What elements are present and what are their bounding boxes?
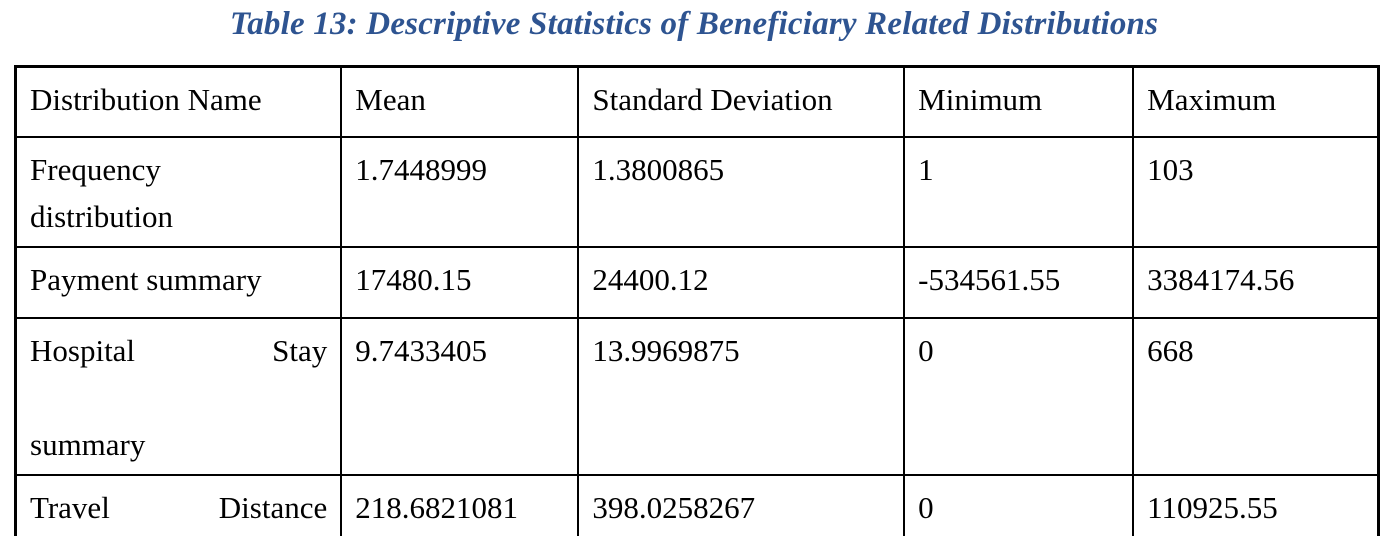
column-header-minimum: Minimum xyxy=(903,65,1135,138)
cell-standard-deviation: 24400.12 xyxy=(577,245,906,319)
cell-maximum: 103 xyxy=(1132,135,1380,248)
cell-maximum: 3384174.56 xyxy=(1132,245,1380,319)
cell-minimum: 0 xyxy=(903,474,1135,536)
cell-minimum: 0 xyxy=(903,316,1135,477)
cell-standard-deviation: 1.3800865 xyxy=(577,135,906,248)
cell-mean: 9.7433405 xyxy=(340,316,580,477)
cell-standard-deviation: 398.0258267 xyxy=(577,474,906,536)
name-line-2: summary xyxy=(30,426,146,462)
cell-minimum: -534561.55 xyxy=(903,245,1135,319)
name-line-1: Hospital Stay xyxy=(30,332,328,368)
cell-minimum: 1 xyxy=(903,135,1135,248)
table-row-hospital-stay-summary: Hospital Stay summary 9.7433405 13.99698… xyxy=(14,316,1380,477)
name-line-1: Payment summary xyxy=(30,261,262,297)
cell-distribution-name: Hospital Stay summary xyxy=(14,316,343,477)
name-line-1: Travel Distance xyxy=(30,490,328,526)
column-header-maximum: Maximum xyxy=(1132,65,1380,138)
cell-standard-deviation: 13.9969875 xyxy=(577,316,906,477)
name-line-2: distribution xyxy=(30,198,173,234)
name-line-1: Frequency xyxy=(30,151,161,187)
column-header-distribution-name: Distribution Name xyxy=(14,65,343,138)
column-header-mean: Mean xyxy=(340,65,580,138)
cell-distribution-name: Travel Distance summary xyxy=(14,474,343,536)
descriptive-statistics-table: Distribution Name Mean Standard Deviatio… xyxy=(14,65,1380,536)
cell-maximum: 668 xyxy=(1132,316,1380,477)
cell-mean: 218.6821081 xyxy=(340,474,580,536)
table-caption: Table 13: Descriptive Statistics of Bene… xyxy=(229,6,1159,42)
cell-mean: 17480.15 xyxy=(340,245,580,319)
cell-distribution-name: Payment summary xyxy=(14,245,343,319)
table-row-payment-summary: Payment summary 17480.15 24400.12 -53456… xyxy=(14,245,1380,319)
cell-maximum: 110925.55 xyxy=(1132,474,1380,536)
cell-mean: 1.7448999 xyxy=(340,135,580,248)
column-header-standard-deviation: Standard Deviation xyxy=(577,65,906,138)
table-row-frequency-distribution: Frequency distribution 1.7448999 1.38008… xyxy=(14,135,1380,248)
cell-distribution-name: Frequency distribution xyxy=(14,135,343,248)
header-row: Distribution Name Mean Standard Deviatio… xyxy=(14,65,1380,138)
table-row-travel-distance-summary: Travel Distance summary 218.6821081 398.… xyxy=(14,474,1380,536)
